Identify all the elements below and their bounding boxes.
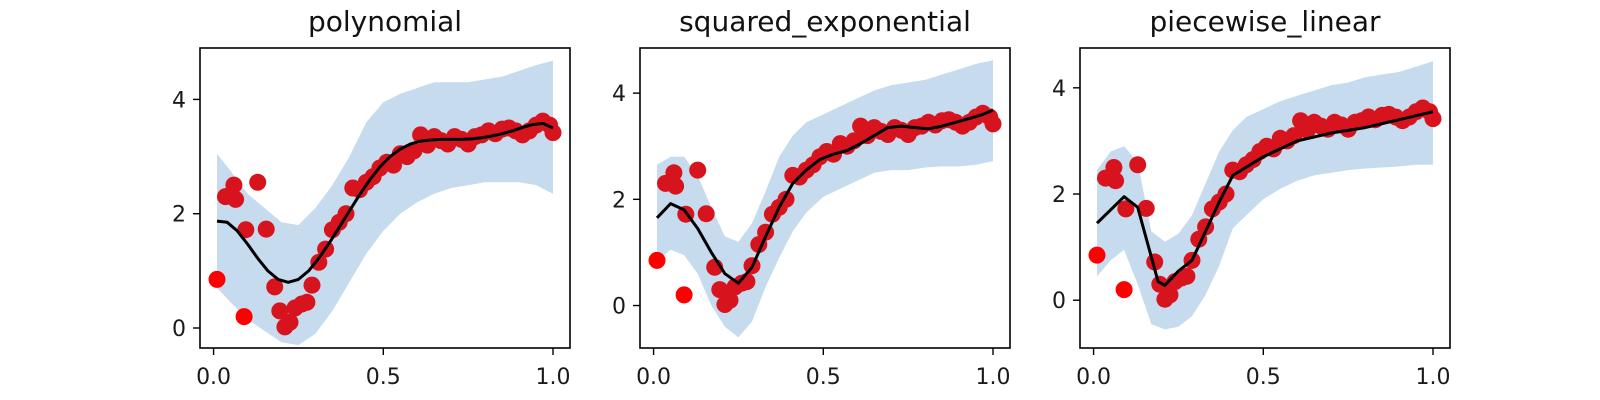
data-point <box>675 286 693 304</box>
x-tick-label: 1.0 <box>1416 365 1451 390</box>
data-point <box>1151 275 1169 293</box>
y-tick-label: 0 <box>1052 289 1066 314</box>
y-tick-label: 2 <box>1052 183 1066 208</box>
data-point <box>1137 199 1155 217</box>
data-point <box>405 142 423 160</box>
panel-title: squared_exponential <box>679 5 971 38</box>
y-tick-label: 4 <box>1052 77 1066 102</box>
data-point <box>1178 267 1196 285</box>
y-tick-label: 0 <box>172 317 186 342</box>
data-point <box>1105 159 1123 176</box>
panel-title: polynomial <box>308 5 462 38</box>
mean-line <box>1095 110 1434 287</box>
y-tick-label: 2 <box>172 203 186 228</box>
data-point <box>544 124 562 142</box>
panel-polynomial: 0.0 0.5 1.0 0 2 4 polynomial <box>172 5 571 390</box>
data-point <box>667 177 685 195</box>
x-tick-label: 0.0 <box>636 365 671 390</box>
confidence-band <box>1097 61 1433 330</box>
axes-frame <box>1079 47 1451 349</box>
x-tick-label: 0.5 <box>366 365 401 390</box>
panel-squared-exponential: 0.0 0.5 1.0 0 2 4 squared_exponential <box>612 5 1011 390</box>
data-point <box>271 302 289 320</box>
mean-line <box>216 121 554 284</box>
data-point <box>249 173 267 191</box>
data-point <box>298 293 316 311</box>
data-point <box>303 276 321 294</box>
panel-piecewise-linear: 0.0 0.5 1.0 0 2 4 piecewise_linear <box>1052 5 1451 390</box>
plot-area <box>208 60 562 346</box>
data-point <box>225 176 243 194</box>
x-tick-label: 1.0 <box>976 365 1011 390</box>
data-point <box>984 115 1002 133</box>
data-point <box>689 161 707 179</box>
data-point <box>711 281 729 299</box>
y-tick-label: 2 <box>612 188 626 213</box>
panel-title: piecewise_linear <box>1149 5 1381 38</box>
data-point <box>257 220 275 238</box>
data-point <box>235 308 253 326</box>
data-point <box>721 291 739 309</box>
plot-area <box>648 60 1002 338</box>
data-point <box>1424 110 1442 128</box>
data-point <box>1129 156 1147 174</box>
axes-frame <box>639 47 1011 349</box>
axes-frame <box>199 47 571 349</box>
data-point <box>266 278 284 296</box>
y-tick-label: 4 <box>172 88 186 113</box>
y-tick-label: 0 <box>612 295 626 320</box>
x-tick-label: 0.5 <box>806 365 841 390</box>
x-tick-label: 1.0 <box>536 365 571 390</box>
data-point <box>648 251 666 269</box>
data-point <box>1117 200 1135 218</box>
x-tick-label: 0.0 <box>1076 365 1111 390</box>
data-point <box>1161 286 1179 304</box>
data-point <box>697 205 715 223</box>
data-point <box>310 253 328 271</box>
data-point <box>227 190 245 208</box>
data-point <box>281 313 299 331</box>
x-tick-label: 0.5 <box>1246 365 1281 390</box>
data-point <box>1107 172 1125 190</box>
data-point <box>208 270 226 288</box>
confidence-band <box>657 60 993 338</box>
x-tick-label: 0.0 <box>196 365 231 390</box>
data-point <box>665 164 683 182</box>
data-point <box>1088 246 1106 264</box>
plot-area <box>1088 61 1442 330</box>
y-tick-label: 4 <box>612 82 626 107</box>
confidence-band <box>217 60 553 346</box>
mean-line <box>655 108 994 285</box>
data-point <box>1115 281 1133 299</box>
